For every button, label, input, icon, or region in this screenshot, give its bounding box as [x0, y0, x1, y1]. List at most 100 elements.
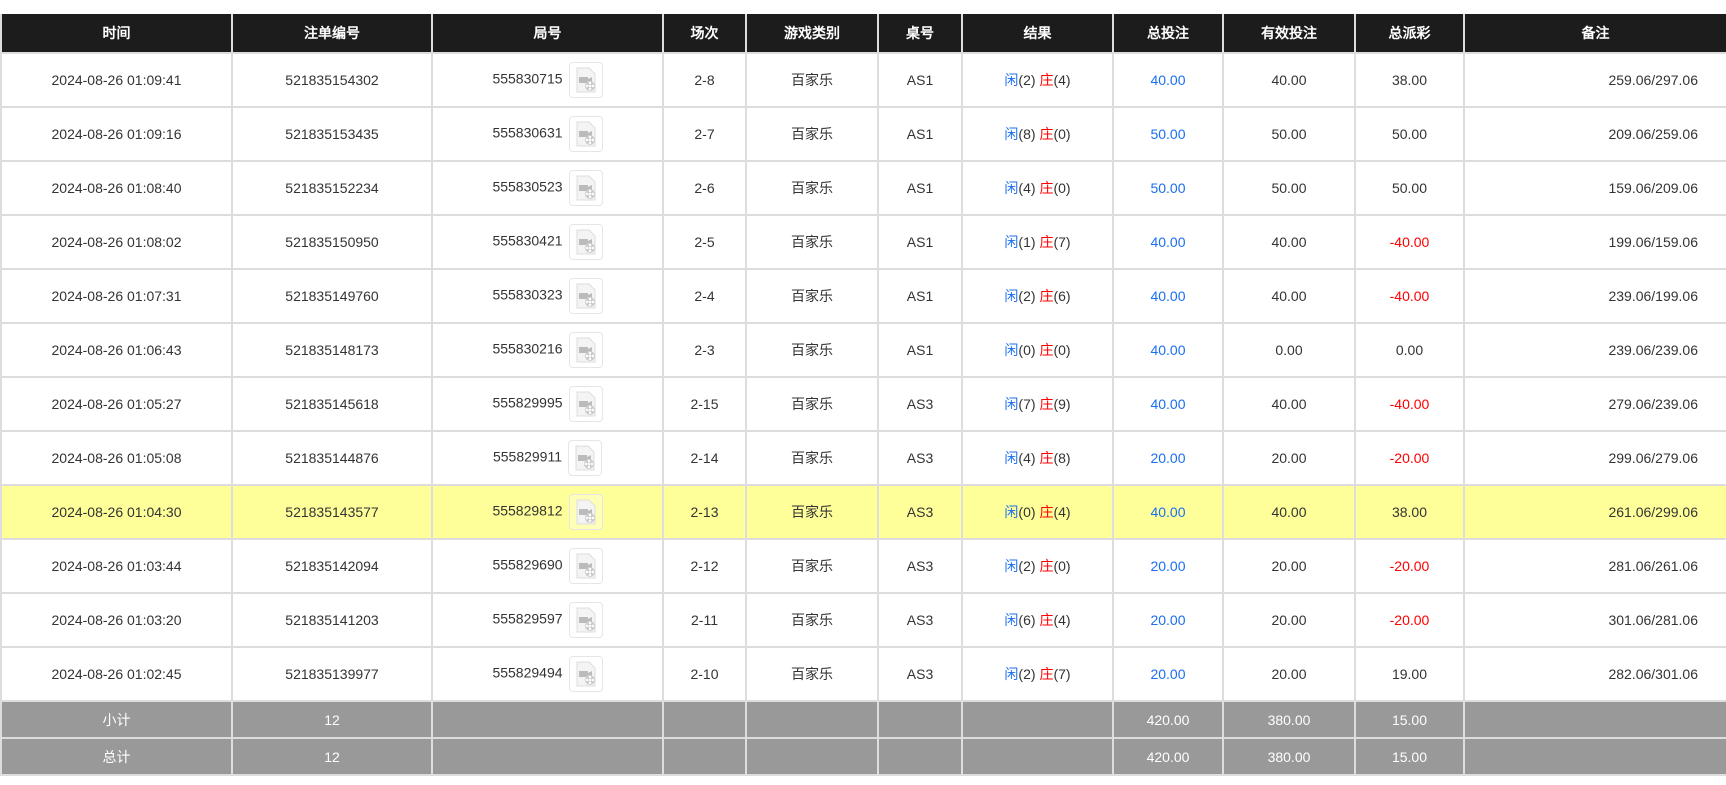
player-label: 闲	[1004, 504, 1019, 520]
cell-total-bet: 40.00	[1112, 214, 1224, 270]
cell-table: AS1	[877, 322, 963, 378]
subtotal-row: 小计 12 420.00 380.00 15.00	[0, 700, 1726, 739]
header-bet-id: 注单编号	[231, 14, 433, 54]
cell-table: AS3	[877, 430, 963, 486]
banker-label: 庄	[1039, 342, 1054, 358]
table-row: 2024-08-26 01:04:30 521835143577 555829812…	[0, 484, 1726, 540]
header-note: 备注	[1463, 14, 1726, 54]
cell-shoe: 2-10	[662, 646, 747, 702]
cell-total-bet: 50.00	[1112, 160, 1224, 216]
cell-bet-id: 521835141203	[231, 592, 433, 648]
empty-cell	[1463, 700, 1726, 739]
video-replay-icon[interactable]	[568, 170, 603, 206]
cell-table: AS1	[877, 214, 963, 270]
empty-cell	[662, 700, 747, 739]
cell-table: AS3	[877, 592, 963, 648]
cell-round: 555829812	[431, 484, 664, 540]
cell-round: 555829911	[431, 430, 664, 486]
cell-total-bet: 20.00	[1112, 646, 1224, 702]
header-result: 结果	[961, 14, 1114, 54]
cell-payout: 0.00	[1354, 322, 1465, 378]
cell-payout: -40.00	[1354, 268, 1465, 324]
cell-bet-id: 521835148173	[231, 322, 433, 378]
cell-game: 百家乐	[745, 268, 879, 324]
video-replay-icon[interactable]	[568, 62, 603, 98]
table-row: 2024-08-26 01:08:40 521835152234 555830523…	[0, 160, 1726, 216]
cell-result: 闲(0) 庄(0)	[961, 322, 1114, 378]
cell-note: 279.06/239.06	[1463, 376, 1726, 432]
cell-table: AS3	[877, 538, 963, 594]
video-replay-icon[interactable]	[568, 494, 603, 530]
cell-result: 闲(0) 庄(4)	[961, 484, 1114, 540]
cell-round: 555829690	[431, 538, 664, 594]
cell-payout: 19.00	[1354, 646, 1465, 702]
cell-shoe: 2-11	[662, 592, 747, 648]
cell-total-bet: 40.00	[1112, 268, 1224, 324]
video-replay-icon[interactable]	[568, 440, 603, 476]
header-table: 桌号	[877, 14, 963, 54]
cell-shoe: 2-12	[662, 538, 747, 594]
cell-payout: -20.00	[1354, 430, 1465, 486]
cell-result: 闲(2) 庄(4)	[961, 52, 1114, 108]
cell-note: 209.06/259.06	[1463, 106, 1726, 162]
cell-time: 2024-08-26 01:07:31	[0, 268, 233, 324]
summary-count: 12	[231, 700, 433, 739]
video-replay-icon[interactable]	[568, 386, 603, 422]
cell-result: 闲(6) 庄(4)	[961, 592, 1114, 648]
banker-label: 庄	[1039, 180, 1054, 196]
empty-cell	[877, 737, 963, 776]
cell-round: 555829995	[431, 376, 664, 432]
player-label: 闲	[1004, 180, 1019, 196]
cell-table: AS1	[877, 268, 963, 324]
summary-valid-bet: 380.00	[1222, 700, 1356, 739]
cell-round: 555830631	[431, 106, 664, 162]
video-replay-icon[interactable]	[568, 224, 603, 260]
cell-valid-bet: 20.00	[1222, 430, 1356, 486]
empty-cell	[745, 700, 879, 739]
cell-table: AS1	[877, 160, 963, 216]
player-label: 闲	[1004, 666, 1019, 682]
banker-label: 庄	[1039, 504, 1054, 520]
summary-payout: 15.00	[1354, 700, 1465, 739]
cell-bet-id: 521835144876	[231, 430, 433, 486]
cell-round: 555830216	[431, 322, 664, 378]
cell-result: 闲(8) 庄(0)	[961, 106, 1114, 162]
cell-payout: 50.00	[1354, 160, 1465, 216]
summary-count: 12	[231, 737, 433, 776]
cell-note: 159.06/209.06	[1463, 160, 1726, 216]
cell-shoe: 2-14	[662, 430, 747, 486]
cell-bet-id: 521835145618	[231, 376, 433, 432]
video-replay-icon[interactable]	[568, 116, 603, 152]
cell-payout: -40.00	[1354, 214, 1465, 270]
player-label: 闲	[1004, 342, 1019, 358]
cell-result: 闲(4) 庄(0)	[961, 160, 1114, 216]
cell-valid-bet: 40.00	[1222, 484, 1356, 540]
video-replay-icon[interactable]	[568, 656, 603, 692]
video-replay-icon[interactable]	[568, 548, 603, 584]
empty-cell	[961, 737, 1114, 776]
cell-game: 百家乐	[745, 214, 879, 270]
video-replay-icon[interactable]	[568, 278, 603, 314]
video-replay-icon[interactable]	[568, 602, 603, 638]
player-label: 闲	[1004, 288, 1019, 304]
cell-payout: -40.00	[1354, 376, 1465, 432]
cell-shoe: 2-8	[662, 52, 747, 108]
cell-bet-id: 521835150950	[231, 214, 433, 270]
cell-time: 2024-08-26 01:03:44	[0, 538, 233, 594]
cell-time: 2024-08-26 01:05:08	[0, 430, 233, 486]
cell-table: AS3	[877, 646, 963, 702]
video-replay-icon[interactable]	[568, 332, 603, 368]
cell-valid-bet: 40.00	[1222, 52, 1356, 108]
banker-label: 庄	[1039, 396, 1054, 412]
table-row: 2024-08-26 01:03:44 521835142094 555829690…	[0, 538, 1726, 594]
cell-time: 2024-08-26 01:09:16	[0, 106, 233, 162]
cell-time: 2024-08-26 01:08:40	[0, 160, 233, 216]
cell-time: 2024-08-26 01:02:45	[0, 646, 233, 702]
cell-time: 2024-08-26 01:08:02	[0, 214, 233, 270]
cell-valid-bet: 40.00	[1222, 376, 1356, 432]
cell-round: 555829494	[431, 646, 664, 702]
cell-time: 2024-08-26 01:05:27	[0, 376, 233, 432]
banker-label: 庄	[1039, 234, 1054, 250]
cell-shoe: 2-3	[662, 322, 747, 378]
cell-bet-id: 521835153435	[231, 106, 433, 162]
